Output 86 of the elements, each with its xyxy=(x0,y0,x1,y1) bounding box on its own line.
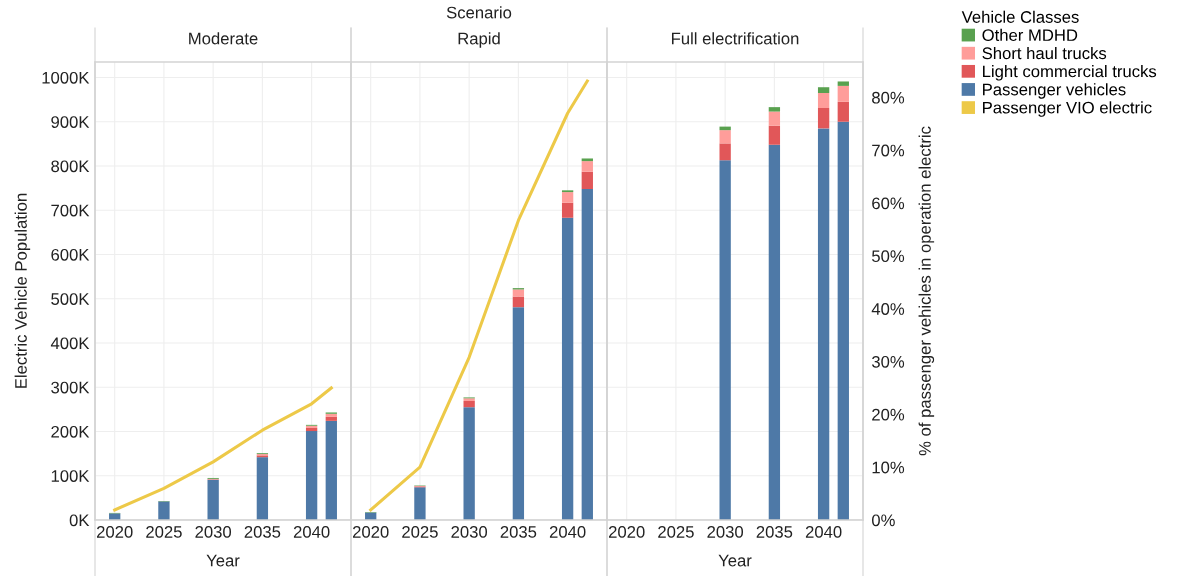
y-axis-title: Electric Vehicle Population xyxy=(14,193,31,388)
bar xyxy=(837,101,849,122)
bar xyxy=(512,296,525,308)
x-axis-title: Year xyxy=(718,554,752,567)
bar xyxy=(817,128,830,520)
bar xyxy=(581,189,593,520)
bar xyxy=(207,479,219,520)
bar xyxy=(581,171,593,189)
y2-tick-label: 40% xyxy=(871,303,905,315)
x-tick-label: 2030 xyxy=(195,526,232,538)
bar xyxy=(325,416,337,421)
y-tick-label: 900K xyxy=(51,116,90,128)
chart-subtitle: Scenario xyxy=(446,6,512,19)
x-tick-label: 2035 xyxy=(244,526,281,538)
y2-tick-label: 60% xyxy=(872,197,905,210)
x-tick-label: 2030 xyxy=(707,526,744,538)
bar xyxy=(768,107,781,112)
bar xyxy=(837,81,849,86)
bar xyxy=(305,427,318,432)
bar xyxy=(581,158,593,162)
legend-label: Short haul trucks xyxy=(982,46,1107,60)
y2-tick-label: 20% xyxy=(872,408,905,421)
bar xyxy=(768,144,781,520)
bar xyxy=(325,420,337,520)
x-tick-label: 2025 xyxy=(146,526,182,538)
bar xyxy=(581,161,593,172)
x-tick-label: 2040 xyxy=(293,526,330,538)
y2-tick-label: 10% xyxy=(872,461,905,474)
x-tick-label: 2030 xyxy=(451,526,488,538)
y2-tick-label: 70% xyxy=(872,144,905,157)
x-tick-label: 2025 xyxy=(658,526,694,538)
x-axis-title: Year xyxy=(206,554,240,567)
y-tick-label: 800K xyxy=(51,160,90,173)
bar xyxy=(512,289,525,297)
bar xyxy=(414,487,426,520)
bar xyxy=(463,400,475,408)
bar xyxy=(817,92,830,109)
x-tick-label: 2025 xyxy=(402,526,438,538)
bar xyxy=(463,407,475,520)
bar xyxy=(817,108,830,129)
bar xyxy=(561,202,574,218)
legend-label: Passenger vehicles xyxy=(983,83,1126,99)
y-tick-label: 1000K xyxy=(42,71,90,84)
chart-title: Rapid xyxy=(458,32,500,48)
bar xyxy=(561,192,574,203)
y2-tick-label: 0% xyxy=(871,514,895,527)
bar xyxy=(365,512,377,520)
legend-label: Passenger VIO electric xyxy=(983,101,1152,117)
x-tick-label: 2020 xyxy=(96,526,133,538)
y-tick-label: 700K xyxy=(51,204,90,217)
y-tick-label: 400K xyxy=(50,337,90,350)
chart-title: Moderate xyxy=(189,32,258,45)
y2-axis-title: % of passenger vehicles in operation electric xyxy=(918,126,935,456)
y-tick-label: 200K xyxy=(51,425,90,438)
legend-label: Light commercial trucks xyxy=(983,65,1157,81)
x-tick-label: 2040 xyxy=(805,526,842,538)
legend-label: Other MDHD xyxy=(982,28,1078,42)
bar xyxy=(719,126,731,131)
y-tick-label: 100K xyxy=(51,470,90,482)
y2-tick-label: 80% xyxy=(872,91,905,104)
bar xyxy=(837,121,849,520)
bar xyxy=(817,87,830,93)
y-tick-label: 600K xyxy=(51,248,90,261)
x-tick-label: 2035 xyxy=(500,526,537,538)
bar xyxy=(305,431,318,520)
x-tick-label: 2040 xyxy=(549,526,586,538)
y2-tick-label: 50% xyxy=(872,250,905,263)
bar xyxy=(158,501,170,520)
y-tick-label: 500K xyxy=(51,293,90,305)
bar xyxy=(837,85,849,102)
x-tick-label: 2035 xyxy=(756,526,793,538)
bar xyxy=(719,143,731,161)
bar xyxy=(768,111,781,126)
chart-title: Full electrification xyxy=(671,32,799,45)
x-tick-label: 2020 xyxy=(352,526,389,538)
y-tick-label: 300K xyxy=(51,381,90,394)
bar xyxy=(719,160,731,520)
y-tick-label: 0K xyxy=(69,514,90,527)
bar xyxy=(256,457,269,520)
bar xyxy=(561,217,574,520)
x-tick-label: 2020 xyxy=(608,526,645,538)
bar xyxy=(512,307,525,520)
bar xyxy=(719,130,731,144)
bar xyxy=(768,125,781,145)
legend-title: Vehicle Classes xyxy=(961,10,1079,23)
y2-tick-label: 30% xyxy=(871,355,905,368)
